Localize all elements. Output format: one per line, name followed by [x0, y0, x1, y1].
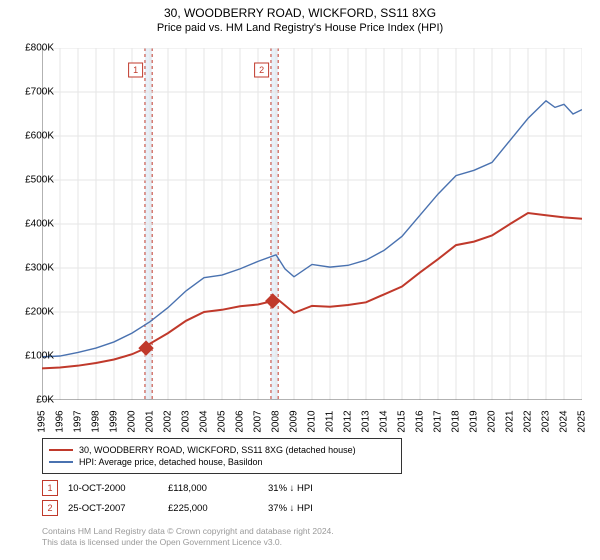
- x-axis-tick: 2002: [163, 410, 174, 432]
- x-axis-tick: 2021: [505, 410, 516, 432]
- y-axis-tick: £700K: [14, 87, 54, 98]
- y-axis-tick: £300K: [14, 263, 54, 274]
- transaction-marker: 1: [42, 480, 58, 496]
- transaction-date: 25-OCT-2007: [68, 503, 158, 514]
- legend-box: 30, WOODBERRY ROAD, WICKFORD, SS11 8XG (…: [42, 438, 402, 474]
- legend-color-swatch: [49, 449, 73, 451]
- chart-title: 30, WOODBERRY ROAD, WICKFORD, SS11 8XG: [0, 0, 600, 20]
- transaction-delta: 37% ↓ HPI: [268, 503, 338, 514]
- x-axis-tick: 2015: [397, 410, 408, 432]
- transaction-date: 10-OCT-2000: [68, 483, 158, 494]
- transaction-price: £225,000: [168, 503, 258, 514]
- legend-label: HPI: Average price, detached house, Basi…: [79, 457, 262, 467]
- x-axis-tick: 2013: [361, 410, 372, 432]
- transaction-price: £118,000: [168, 483, 258, 494]
- y-axis-tick: £200K: [14, 307, 54, 318]
- transaction-table: 1 10-OCT-2000 £118,000 31% ↓ HPI 2 25-OCT-200…: [42, 478, 582, 518]
- chart-svg: 12: [42, 48, 582, 400]
- legend-item: 30, WOODBERRY ROAD, WICKFORD, SS11 8XG (…: [49, 445, 395, 455]
- transaction-row: 1 10-OCT-2000 £118,000 31% ↓ HPI: [42, 478, 582, 498]
- y-axis-tick: £500K: [14, 175, 54, 186]
- x-axis-tick: 2001: [145, 410, 156, 432]
- x-axis-tick: 2016: [415, 410, 426, 432]
- svg-text:2: 2: [259, 65, 264, 75]
- x-axis-tick: 2012: [343, 410, 354, 432]
- x-axis-tick: 1996: [55, 410, 66, 432]
- x-axis-tick: 1997: [73, 410, 84, 432]
- x-axis-tick: 1995: [37, 410, 48, 432]
- x-axis-tick: 2020: [487, 410, 498, 432]
- line-chart: 12: [42, 48, 582, 400]
- transaction-marker: 2: [42, 500, 58, 516]
- x-axis-tick: 2000: [127, 410, 138, 432]
- y-axis-tick: £400K: [14, 219, 54, 230]
- chart-subtitle: Price paid vs. HM Land Registry's House …: [0, 20, 600, 34]
- x-axis-tick: 2004: [199, 410, 210, 432]
- x-axis-tick: 2005: [217, 410, 228, 432]
- transaction-delta: 31% ↓ HPI: [268, 483, 338, 494]
- svg-text:1: 1: [133, 65, 138, 75]
- x-axis-tick: 2024: [559, 410, 570, 432]
- x-axis-tick: 2019: [469, 410, 480, 432]
- y-axis-tick: £800K: [14, 43, 54, 54]
- x-axis-tick: 2010: [307, 410, 318, 432]
- x-axis-tick: 2011: [325, 411, 336, 433]
- x-axis-tick: 2014: [379, 410, 390, 432]
- x-axis-tick: 1998: [91, 410, 102, 432]
- x-axis-tick: 2007: [253, 410, 264, 432]
- x-axis-tick: 2018: [451, 410, 462, 432]
- y-axis-tick: £100K: [14, 351, 54, 362]
- x-axis-tick: 1999: [109, 410, 120, 432]
- license-line-2: This data is licensed under the Open Gov…: [42, 537, 334, 548]
- y-axis-tick: £600K: [14, 131, 54, 142]
- legend-color-swatch: [49, 461, 73, 462]
- legend-item: HPI: Average price, detached house, Basi…: [49, 457, 395, 467]
- license-line-1: Contains HM Land Registry data © Crown c…: [42, 526, 334, 537]
- y-axis-tick: £0K: [14, 395, 54, 406]
- x-axis-tick: 2025: [577, 410, 588, 432]
- x-axis-tick: 2022: [523, 410, 534, 432]
- x-axis-tick: 2006: [235, 410, 246, 432]
- x-axis-tick: 2023: [541, 410, 552, 432]
- x-axis-tick: 2003: [181, 410, 192, 432]
- legend-label: 30, WOODBERRY ROAD, WICKFORD, SS11 8XG (…: [79, 445, 356, 455]
- x-axis-tick: 2017: [433, 410, 444, 432]
- transaction-row: 2 25-OCT-2007 £225,000 37% ↓ HPI: [42, 498, 582, 518]
- license-text: Contains HM Land Registry data © Crown c…: [42, 526, 334, 549]
- x-axis-tick: 2008: [271, 410, 282, 432]
- x-axis-tick: 2009: [289, 410, 300, 432]
